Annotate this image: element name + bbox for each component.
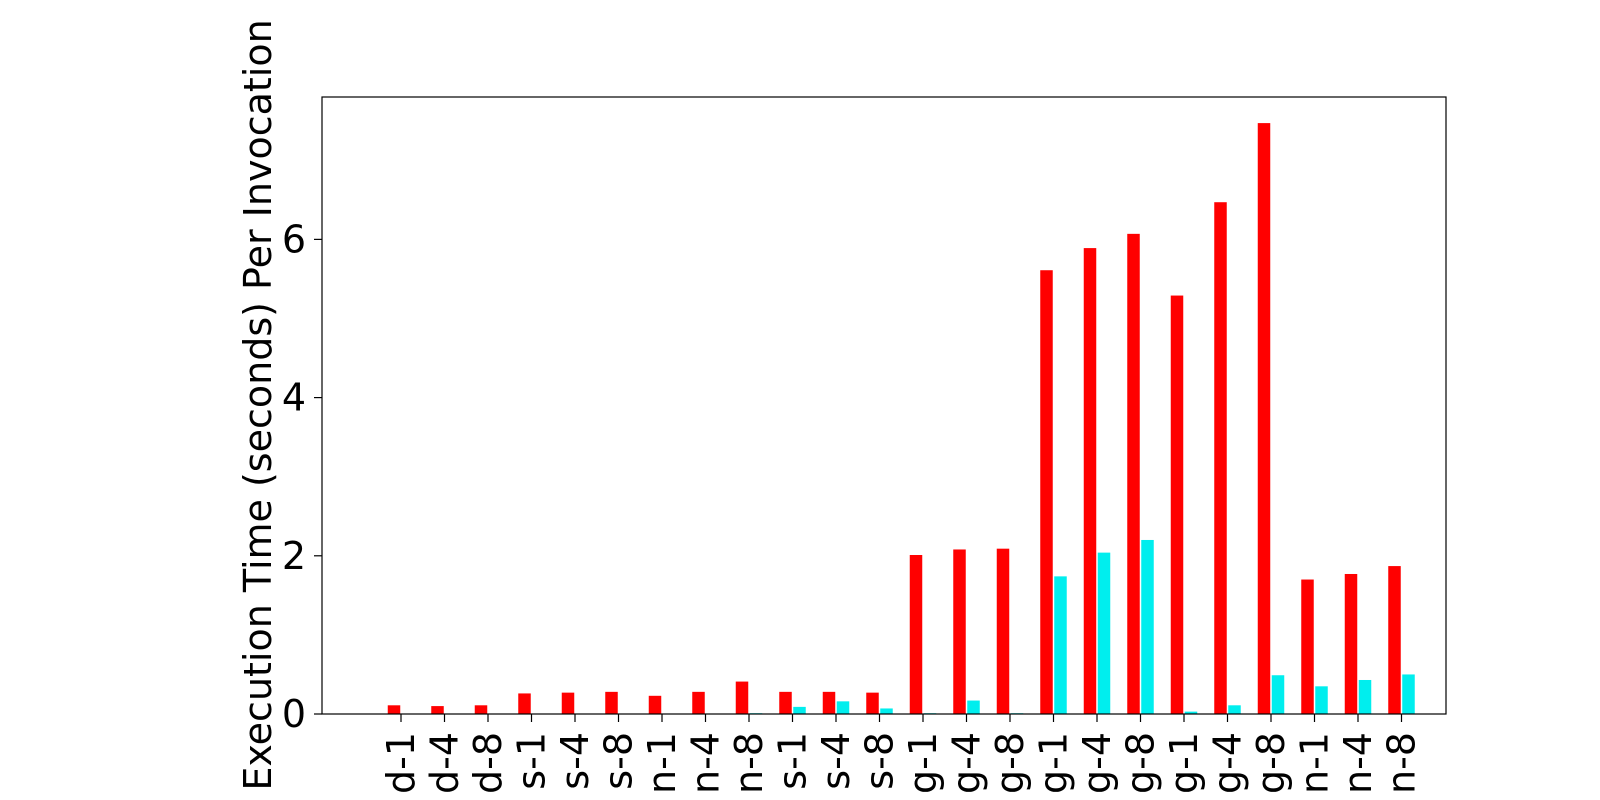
- bar-series1-4: [518, 693, 531, 714]
- x-tick-label-11: s-4: [814, 732, 858, 790]
- bar-series1-10: [779, 691, 792, 714]
- y-tick-label-3: 4: [282, 376, 306, 420]
- x-tick-label-15: g-8: [988, 732, 1032, 794]
- x-tick-label-5: s-4: [553, 732, 597, 790]
- x-tick-label-22: n-1: [1293, 732, 1337, 794]
- x-tick-label-10: s-1: [771, 732, 815, 790]
- bar-series2-11: [836, 701, 850, 714]
- bar-series1-12: [866, 692, 879, 714]
- bar-series2-14: [967, 700, 980, 714]
- x-tick-label-16: g-1: [1032, 732, 1076, 794]
- bar-series1-18: [1127, 233, 1140, 714]
- bar-series1-21: [1257, 123, 1271, 715]
- bar-series2-12: [880, 708, 893, 714]
- bar-series1-20: [1214, 202, 1227, 714]
- x-tick-label-13: g-1: [901, 732, 945, 794]
- x-tick-label-19: g-1: [1162, 732, 1206, 794]
- bar-series1-2: [431, 706, 444, 714]
- bar-series1-16: [1040, 270, 1053, 714]
- x-tick-label-4: s-1: [510, 732, 554, 790]
- bar-series2-17: [1097, 552, 1111, 714]
- bar-series1-14: [953, 549, 966, 714]
- x-tick-label-21: g-8: [1249, 732, 1293, 794]
- x-axis: d-1 d-4 d-8 s-1 s-4 s-8 n-1 n-4 n-8 s-1 s-4 s-8 g-1 g…: [379, 714, 1424, 794]
- x-tick-label-9: n-8: [727, 732, 771, 794]
- x-tick-label-3: d-8: [466, 732, 510, 794]
- bar-series1-7: [648, 695, 662, 714]
- bar-series1-3: [474, 705, 488, 714]
- x-tick-label-2: d-4: [423, 732, 467, 794]
- bars-layer: [387, 123, 1415, 715]
- bar-series2-21: [1271, 675, 1285, 714]
- x-tick-label-20: g-4: [1206, 732, 1250, 794]
- bar-series1-8: [692, 691, 705, 714]
- bar-series1-19: [1170, 295, 1184, 714]
- bar-series2-20: [1228, 705, 1241, 714]
- y-tick-label-4: 6: [282, 217, 306, 261]
- bar-series2-23: [1358, 679, 1372, 714]
- x-tick-label-18: g-8: [1119, 732, 1163, 794]
- bar-series1-13: [909, 555, 923, 714]
- x-tick-label-7: n-1: [640, 732, 684, 794]
- y-tick-label-1: 0: [282, 692, 306, 736]
- x-tick-label-6: s-8: [597, 732, 641, 790]
- x-tick-label-14: g-4: [945, 732, 989, 794]
- x-tick-label-24: n-8: [1380, 732, 1424, 794]
- bar-series1-23: [1344, 573, 1358, 714]
- bar-series2-22: [1315, 686, 1328, 714]
- x-tick-label-1: d-1: [379, 732, 423, 794]
- x-tick-label-17: g-4: [1075, 732, 1119, 794]
- x-tick-label-12: s-8: [858, 732, 902, 790]
- bar-series2-18: [1141, 539, 1154, 714]
- bar-series1-5: [561, 692, 575, 714]
- bar-series1-6: [605, 691, 618, 714]
- y-tick-label-2: 2: [282, 534, 306, 578]
- bar-series1-1: [387, 705, 401, 714]
- x-tick-label-23: n-4: [1336, 732, 1380, 794]
- bar-series1-22: [1301, 579, 1314, 714]
- x-tick-label-8: n-4: [684, 732, 728, 794]
- bar-series2-24: [1402, 674, 1415, 714]
- plot-area-frame: [321, 96, 1447, 715]
- bar-series1-9: [735, 681, 749, 714]
- bar-series2-16: [1054, 576, 1067, 714]
- bar-series2-19: [1184, 711, 1198, 714]
- bar-series1-11: [822, 691, 836, 714]
- bar-series1-15: [996, 548, 1010, 714]
- bar-series1-24: [1388, 566, 1401, 714]
- bar-series1-17: [1083, 248, 1097, 714]
- y-axis-label: Execution Time (seconds) Per Invocation: [236, 19, 280, 790]
- bar-series2-10: [793, 706, 806, 714]
- y-axis: 0 2 4 6: [282, 217, 322, 736]
